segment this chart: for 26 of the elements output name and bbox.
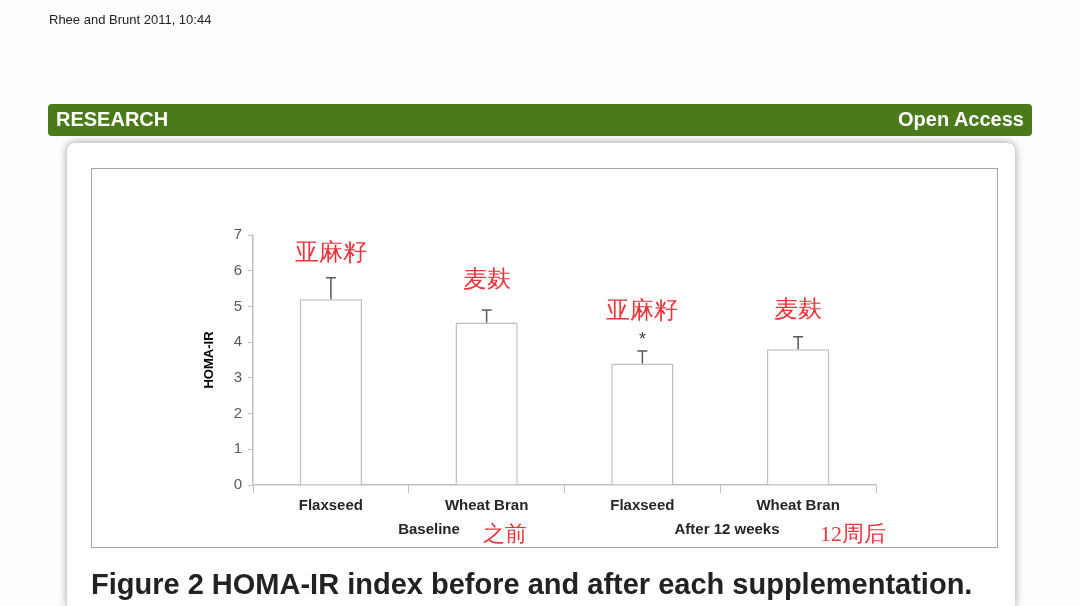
annotation: *: [638, 328, 646, 349]
y-tick-label: 1: [233, 439, 242, 457]
y-tick-label: 4: [233, 332, 242, 350]
annotation: 麦麸: [462, 266, 511, 293]
text: Figure 2 HOMA-IR index before and after each supplementation.: [91, 568, 973, 601]
y-tick-label: 0: [233, 475, 242, 493]
text: 之前: [483, 520, 527, 546]
annotation: 麦麸: [774, 296, 823, 323]
text: Open Access: [898, 108, 1024, 131]
text: 12周后: [820, 520, 886, 546]
text: RESEARCH: [56, 108, 169, 131]
y-tick-label: 2: [233, 403, 242, 421]
x-tick-label: Wheat Bran: [756, 496, 840, 514]
annotation: 亚麻籽: [606, 297, 679, 324]
annotation: 亚麻籽: [294, 239, 367, 266]
x-tick-label: Flaxseed: [610, 496, 675, 514]
y-tick-label: 5: [233, 296, 242, 314]
x-tick-label: Flaxseed: [298, 496, 363, 514]
text: After 12 weeks: [674, 520, 780, 538]
text: Baseline: [398, 520, 460, 538]
y-axis-title: HOMA-IR: [201, 330, 217, 389]
y-tick-label: 3: [233, 368, 242, 385]
y-tick-label: 6: [233, 260, 242, 278]
x-tick-label: Wheat Bran: [444, 496, 529, 514]
text: Rhee and Brunt 2011, 10:44: [49, 12, 212, 27]
y-tick-label: 7: [233, 225, 242, 243]
